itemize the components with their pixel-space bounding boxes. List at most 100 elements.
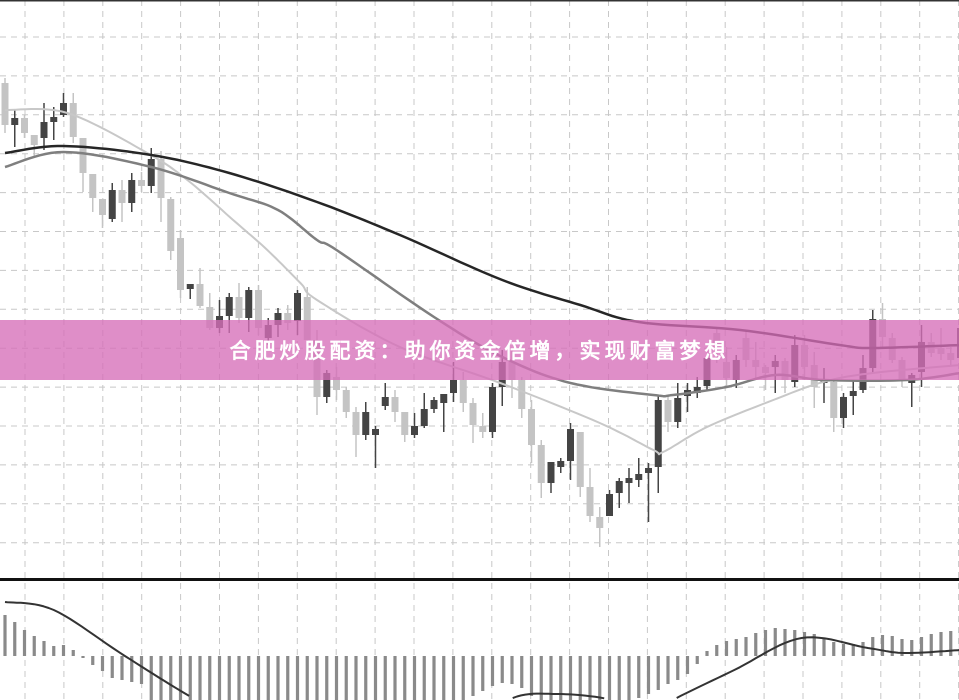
- macd-histogram-bar: [393, 656, 397, 700]
- candle-bullish: [635, 474, 643, 480]
- macd-histogram-bar: [169, 656, 173, 700]
- macd-histogram-bar: [900, 639, 904, 656]
- candle-bullish: [606, 494, 613, 516]
- candle-bullish: [50, 117, 58, 122]
- macd-histogram-bar: [286, 656, 290, 700]
- macd-signal-line: [4, 601, 190, 697]
- candle-bearish: [235, 297, 243, 318]
- macd-histogram-bar: [422, 656, 426, 700]
- macd-histogram-bar: [500, 656, 504, 683]
- macd-histogram-bar: [237, 656, 241, 700]
- macd-histogram-bar: [208, 656, 212, 700]
- candle-bearish: [255, 290, 262, 328]
- macd-histogram-bar: [3, 615, 7, 656]
- candle-bullish: [128, 180, 136, 203]
- candle-bearish: [284, 313, 292, 323]
- candle-bearish: [576, 432, 584, 487]
- macd-histogram-bar: [178, 656, 183, 700]
- macd-histogram-bar: [256, 656, 261, 700]
- macd-histogram-bar: [861, 642, 865, 656]
- macd-histogram-bar: [822, 638, 826, 656]
- macd-histogram-bar: [832, 642, 836, 656]
- macd-histogram-bar: [910, 640, 914, 656]
- macd-histogram-bar: [549, 656, 553, 700]
- macd-histogram-bar: [334, 656, 339, 700]
- macd-histogram-bar: [598, 656, 602, 700]
- macd-histogram-bar: [32, 636, 36, 656]
- candle-bullish: [645, 468, 652, 473]
- macd-histogram-bar: [939, 632, 943, 656]
- macd-histogram-bar: [22, 630, 27, 656]
- macd-histogram-bar: [305, 656, 309, 700]
- macd-histogram-bar: [773, 628, 777, 656]
- macd-histogram-bar: [198, 656, 202, 700]
- candle-bullish: [615, 481, 623, 493]
- macd-histogram-bar: [695, 656, 699, 664]
- macd-histogram-bar: [364, 656, 368, 700]
- candle-bearish: [89, 174, 97, 198]
- candle-bullish: [323, 373, 331, 397]
- macd-histogram-bar: [754, 633, 758, 656]
- macd-histogram-bar: [646, 656, 651, 694]
- macd-histogram-bar: [247, 656, 251, 700]
- candle-bullish: [11, 118, 19, 125]
- candle-bearish: [830, 382, 838, 418]
- macd-histogram-bar: [52, 646, 56, 656]
- candle-bearish: [21, 118, 28, 133]
- macd-histogram-bar: [71, 650, 75, 656]
- macd-histogram-bar: [656, 656, 660, 690]
- candle-bearish: [664, 400, 672, 422]
- candle-bullish: [372, 429, 379, 435]
- macd-histogram-bar: [744, 637, 748, 656]
- macd-histogram-bar: [130, 656, 134, 682]
- macd-histogram-bar: [890, 636, 894, 656]
- candle-bearish: [342, 390, 350, 412]
- candle-bullish: [693, 387, 701, 393]
- candle-bearish: [1, 83, 9, 125]
- candle-bullish: [557, 461, 565, 467]
- macd-histogram-bar: [724, 641, 729, 656]
- macd-histogram-bar: [42, 641, 46, 656]
- candle-bullish: [625, 478, 633, 483]
- macd-histogram-bar: [451, 656, 456, 700]
- candle-bearish: [586, 487, 594, 516]
- macd-histogram-bar: [793, 630, 797, 656]
- macd-histogram-bar: [276, 656, 280, 700]
- macd-histogram-bar: [110, 656, 114, 678]
- macd-histogram-bar: [539, 656, 543, 700]
- macd-histogram-bar: [578, 656, 582, 700]
- macd-histogram-bar: [685, 656, 690, 674]
- macd-histogram-bar: [149, 656, 153, 700]
- macd-histogram-bar: [880, 635, 885, 656]
- candle-bearish: [138, 180, 145, 186]
- macd-histogram-bar: [227, 656, 231, 700]
- macd-histogram-bar: [851, 644, 855, 656]
- macd-histogram-bar: [100, 656, 105, 671]
- macd-signal-line: [676, 636, 959, 699]
- macd-histogram-bar: [188, 656, 192, 700]
- macd-histogram-bar: [383, 656, 387, 700]
- candle-bullish: [411, 426, 418, 435]
- macd-histogram-bar: [588, 656, 592, 700]
- candle-bullish: [674, 398, 682, 422]
- candle-bullish: [547, 462, 555, 483]
- candle-bearish: [167, 199, 175, 251]
- macd-histogram-bar: [666, 656, 670, 684]
- candle-bearish: [157, 159, 165, 198]
- macd-histogram-bar: [871, 637, 875, 656]
- macd-histogram-bar: [344, 656, 348, 700]
- macd-histogram-bar: [217, 656, 222, 700]
- candle-bearish: [469, 403, 477, 425]
- macd-histogram-bar: [676, 656, 680, 680]
- candle-bearish: [303, 297, 311, 340]
- macd-histogram-bar: [266, 656, 270, 700]
- candle-bullish: [186, 284, 194, 289]
- candle-bullish: [362, 412, 370, 435]
- macd-histogram-bar: [520, 656, 524, 688]
- candle-bearish: [333, 377, 340, 390]
- macd-histogram-bar: [373, 656, 378, 700]
- candle-bullish: [430, 400, 438, 409]
- banner-text: 合肥炒股配资：助你资金倍增，实现财富梦想: [229, 339, 730, 363]
- macd-histogram-bar: [481, 656, 485, 691]
